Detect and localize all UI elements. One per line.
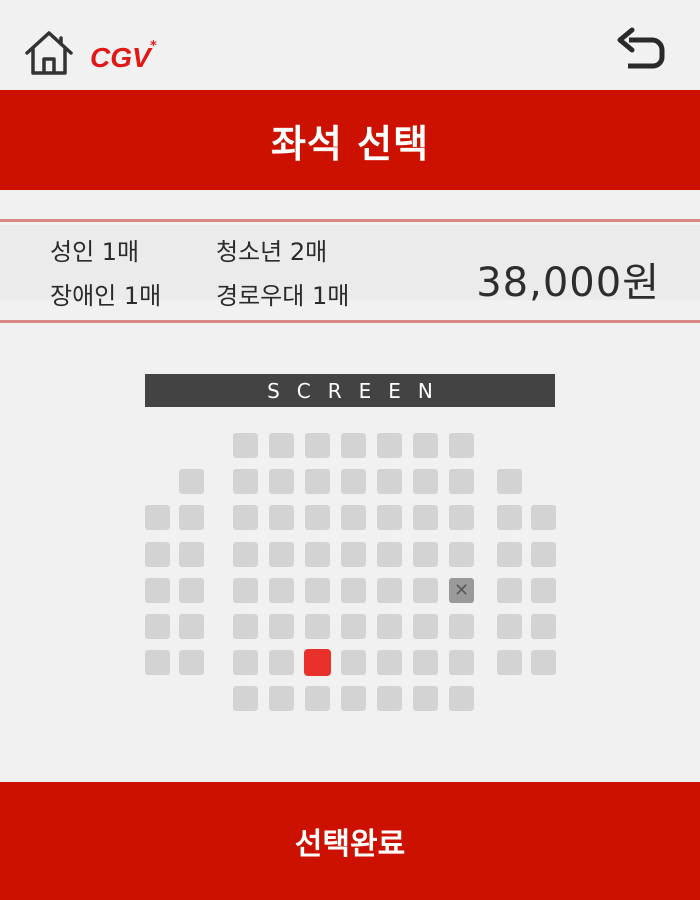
seat[interactable] bbox=[531, 542, 556, 567]
seat[interactable] bbox=[449, 614, 474, 639]
seat[interactable] bbox=[413, 433, 438, 458]
seat[interactable] bbox=[269, 686, 294, 711]
seat[interactable] bbox=[145, 578, 170, 603]
home-icon[interactable] bbox=[24, 30, 74, 76]
seat[interactable] bbox=[341, 542, 366, 567]
seat[interactable] bbox=[413, 578, 438, 603]
logo-text: CGV bbox=[90, 42, 153, 72]
seat-selected[interactable] bbox=[304, 649, 331, 676]
seat[interactable] bbox=[341, 650, 366, 675]
seat[interactable] bbox=[377, 433, 402, 458]
seat[interactable] bbox=[179, 505, 204, 530]
seat[interactable] bbox=[497, 542, 522, 567]
page-title-band: 좌석 선택 bbox=[0, 90, 700, 190]
seat[interactable] bbox=[377, 686, 402, 711]
seat[interactable] bbox=[269, 614, 294, 639]
seat[interactable] bbox=[341, 578, 366, 603]
seat[interactable] bbox=[377, 578, 402, 603]
seat[interactable] bbox=[449, 650, 474, 675]
seat[interactable] bbox=[305, 578, 330, 603]
seat[interactable] bbox=[497, 578, 522, 603]
svg-text:*: * bbox=[150, 39, 157, 54]
ticket-youth: 청소년 2매 bbox=[216, 238, 328, 266]
seat[interactable] bbox=[377, 469, 402, 494]
seat[interactable] bbox=[269, 542, 294, 567]
seat[interactable] bbox=[531, 505, 556, 530]
seat[interactable] bbox=[179, 469, 204, 494]
cgv-logo: CGV * bbox=[90, 38, 164, 73]
unavailable-x-icon: ✕ bbox=[453, 579, 470, 601]
summary-divider-bottom bbox=[0, 320, 700, 323]
page-title: 좌석 선택 bbox=[270, 121, 430, 166]
total-price: 38,000원 bbox=[476, 260, 660, 306]
seat[interactable] bbox=[413, 505, 438, 530]
seat[interactable] bbox=[449, 433, 474, 458]
seat[interactable] bbox=[531, 650, 556, 675]
seat[interactable] bbox=[233, 614, 258, 639]
seat[interactable] bbox=[497, 469, 522, 494]
seat[interactable] bbox=[269, 650, 294, 675]
seat[interactable] bbox=[145, 505, 170, 530]
seat[interactable] bbox=[179, 578, 204, 603]
selection-complete-label: 선택완료 bbox=[294, 827, 406, 862]
seat[interactable] bbox=[305, 686, 330, 711]
seat[interactable] bbox=[413, 650, 438, 675]
seat[interactable] bbox=[341, 505, 366, 530]
screen-bar: SCREEN bbox=[145, 374, 555, 407]
seat[interactable] bbox=[449, 542, 474, 567]
seat[interactable] bbox=[305, 542, 330, 567]
seat[interactable] bbox=[531, 614, 556, 639]
ticket-senior: 경로우대 1매 bbox=[216, 282, 350, 310]
seat[interactable] bbox=[341, 686, 366, 711]
seat[interactable] bbox=[233, 469, 258, 494]
top-bar: CGV * bbox=[0, 0, 700, 90]
seat[interactable] bbox=[449, 686, 474, 711]
seat[interactable] bbox=[449, 505, 474, 530]
seat[interactable] bbox=[233, 578, 258, 603]
seat[interactable] bbox=[269, 578, 294, 603]
seat[interactable] bbox=[145, 542, 170, 567]
seat[interactable] bbox=[413, 469, 438, 494]
seat[interactable] bbox=[497, 650, 522, 675]
seat[interactable] bbox=[305, 433, 330, 458]
selection-complete-button[interactable]: 선택완료 bbox=[0, 782, 700, 900]
seat[interactable] bbox=[179, 650, 204, 675]
seat[interactable] bbox=[341, 469, 366, 494]
seat[interactable] bbox=[179, 542, 204, 567]
ticket-disabled: 장애인 1매 bbox=[50, 282, 162, 310]
seat[interactable] bbox=[341, 614, 366, 639]
seat-unavailable: ✕ bbox=[449, 578, 474, 603]
seat[interactable] bbox=[305, 614, 330, 639]
summary-divider-top bbox=[0, 219, 700, 222]
ticket-summary: 성인 1매 청소년 2매 장애인 1매 경로우대 1매 bbox=[0, 225, 700, 310]
seat[interactable] bbox=[233, 686, 258, 711]
seat[interactable] bbox=[377, 650, 402, 675]
seat[interactable] bbox=[145, 614, 170, 639]
seat[interactable] bbox=[341, 433, 366, 458]
seat[interactable] bbox=[413, 614, 438, 639]
seat[interactable] bbox=[497, 614, 522, 639]
seat[interactable] bbox=[413, 542, 438, 567]
seat[interactable] bbox=[233, 433, 258, 458]
seat[interactable] bbox=[497, 505, 522, 530]
seat[interactable] bbox=[269, 505, 294, 530]
seat[interactable] bbox=[531, 578, 556, 603]
seat[interactable] bbox=[377, 614, 402, 639]
seat[interactable] bbox=[269, 433, 294, 458]
screen-label: SCREEN bbox=[267, 378, 450, 403]
seat[interactable] bbox=[233, 542, 258, 567]
seat[interactable] bbox=[377, 505, 402, 530]
undo-arrow-icon[interactable] bbox=[616, 26, 666, 72]
seat[interactable] bbox=[305, 469, 330, 494]
seat[interactable] bbox=[269, 469, 294, 494]
seat[interactable] bbox=[179, 614, 204, 639]
seat[interactable] bbox=[413, 686, 438, 711]
seat[interactable] bbox=[449, 469, 474, 494]
seat[interactable] bbox=[145, 650, 170, 675]
ticket-adult: 성인 1매 bbox=[50, 238, 140, 266]
seat[interactable] bbox=[377, 542, 402, 567]
seat[interactable] bbox=[233, 505, 258, 530]
seat[interactable] bbox=[233, 650, 258, 675]
seat[interactable] bbox=[305, 505, 330, 530]
